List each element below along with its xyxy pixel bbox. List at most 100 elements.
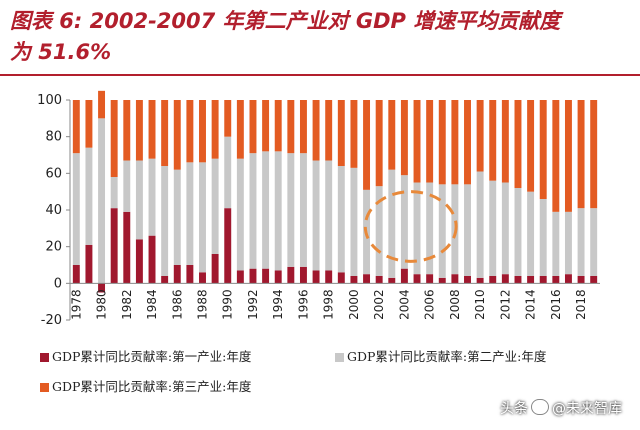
bar-segment-2-1984	[148, 158, 156, 236]
x-tick-label: 1986	[170, 289, 184, 320]
bar-segment-3-1992	[249, 100, 257, 154]
bar-segment-3-1988	[199, 100, 206, 163]
bar-segment-2-2015	[539, 199, 547, 276]
bar-segment-1-2000	[350, 276, 358, 284]
bar-segment-1-1989	[211, 254, 219, 284]
bar-segment-2-2002	[375, 186, 383, 276]
bar-segment-2-2011	[489, 180, 497, 276]
annotation-ellipse	[363, 190, 458, 263]
x-tick-label: 1982	[120, 289, 134, 320]
legend-swatch-primary	[40, 353, 49, 362]
bar-segment-3-1984	[148, 100, 156, 159]
bar-segment-2-2013	[514, 188, 522, 276]
bar-segment-1-1986	[173, 265, 181, 284]
bar-segment-1-1992	[249, 268, 257, 284]
y-tick-label: 60	[45, 166, 62, 181]
bar-segment-2-2007	[438, 184, 446, 278]
legend-label-tertiary: GDP累计同比贡献率:第三产业:年度	[52, 379, 252, 394]
x-tick-label: 2000	[347, 289, 361, 320]
bar-segment-2-1981	[110, 177, 118, 209]
bar-segment-3-1986	[173, 100, 181, 170]
bar-segment-1-1993	[262, 268, 270, 284]
bar-segment-2-2014	[527, 191, 535, 276]
bar-segment-2-1988	[199, 162, 206, 273]
bar-segment-1-2015	[539, 276, 547, 284]
bar-segment-1-1995	[287, 266, 295, 284]
title-divider	[0, 74, 640, 76]
bar-segment-3-1991	[236, 100, 244, 159]
bar-segment-1-2009	[464, 276, 471, 284]
bar-segment-1-2012	[501, 274, 509, 284]
bar-segment-2-1995	[287, 153, 295, 267]
x-tick-label: 2012	[498, 289, 512, 320]
bar-segment-1-1994	[274, 270, 282, 284]
bar-segment-1-1996	[299, 266, 307, 284]
bar-segment-1-1998	[325, 270, 333, 284]
bar-segment-2-1997	[312, 160, 320, 271]
x-tick-label: 2018	[574, 289, 588, 320]
bar-segment-3-2017	[564, 100, 572, 212]
bar-segment-3-1996	[299, 100, 307, 154]
bar-segment-1-2019	[590, 276, 598, 284]
bar-segment-3-1994	[274, 100, 282, 152]
bar-segment-1-1981	[110, 208, 118, 284]
bar-segment-2-1987	[186, 162, 194, 265]
stacked-bar-chart: -20 0 20 40 60 80 100 1978 1980 1982 1984 1986 1988 1…	[37, 90, 600, 328]
bar-segment-1-2011	[489, 276, 497, 284]
bar-segment-2-1989	[211, 158, 219, 254]
bar-segment-3-1993	[262, 100, 270, 152]
bar-segment-1-1991	[236, 270, 244, 284]
chart-title-line-2: 为 51.6%	[10, 40, 112, 64]
x-tick-label: 2002	[372, 289, 386, 320]
bar-segment-3-2001	[363, 100, 371, 190]
legend-item-tertiary: GDP累计同比贡献率:第三产业:年度	[40, 376, 251, 395]
bar-segment-2-2010	[476, 171, 484, 278]
bar-segment-2-2019	[590, 208, 598, 276]
watermark-handle: @未来智库	[552, 401, 622, 417]
bar-segment-1-2013	[514, 276, 522, 284]
bar-segment-3-2014	[527, 100, 535, 192]
bar-segment-1-1990	[224, 208, 232, 284]
bar-segment-1-1980	[98, 283, 106, 293]
x-tick-label: 1980	[95, 289, 109, 320]
bar-segment-2-1978	[72, 153, 80, 265]
bar-segment-3-2012	[501, 100, 509, 183]
bar-segment-3-2007	[438, 100, 446, 185]
bar-segment-1-1978	[72, 265, 80, 284]
bar-segment-3-2010	[476, 100, 484, 172]
bar-segment-1-2010	[476, 277, 484, 284]
bar-segment-1-1997	[312, 270, 320, 284]
bar-segment-2-2012	[501, 182, 509, 275]
bar-segment-3-1980	[98, 90, 106, 119]
chart-title-line-1: 图表 6: 2002-2007 年第二产业对 GDP 增速平均贡献度	[10, 9, 561, 33]
bar-segment-1-1999	[337, 272, 345, 284]
bar-segment-3-2016	[552, 100, 560, 212]
bar-segment-3-2008	[451, 100, 459, 185]
bar-segment-1-1988	[199, 272, 206, 284]
bar-segment-1-1985	[161, 276, 169, 284]
bar-segment-2-2006	[426, 182, 434, 275]
x-tick-label: 1994	[271, 289, 285, 320]
bar-segment-2-2003	[388, 169, 396, 278]
legend-swatch-secondary	[335, 353, 344, 362]
watermark-prefix: 头条	[500, 401, 528, 417]
bar-segment-1-1982	[123, 211, 131, 284]
bar-segment-3-2015	[539, 100, 547, 199]
bar-segment-2-1979	[85, 147, 93, 245]
bar-segment-2-1996	[299, 153, 307, 267]
bar-segment-2-2004	[400, 175, 408, 269]
bar-segment-1-2004	[400, 268, 408, 284]
chart-title: 图表 6: 2002-2007 年第二产业对 GDP 增速平均贡献度 为 51.…	[10, 6, 630, 68]
bar-segment-3-2013	[514, 100, 522, 188]
bar-segment-2-1999	[337, 166, 345, 273]
bar-segment-3-1998	[325, 100, 333, 161]
bar-segment-1-2007	[438, 277, 446, 284]
bar-segment-3-1982	[123, 100, 131, 161]
bar-segment-3-2003	[388, 100, 396, 170]
bar-segment-2-1990	[224, 136, 232, 209]
bar-segment-1-2016	[552, 276, 560, 284]
bar-segment-3-2005	[413, 100, 421, 183]
bar-segment-2-2018	[577, 208, 585, 276]
y-tick-label: 80	[45, 130, 62, 145]
x-tick-label: 1992	[246, 289, 260, 320]
